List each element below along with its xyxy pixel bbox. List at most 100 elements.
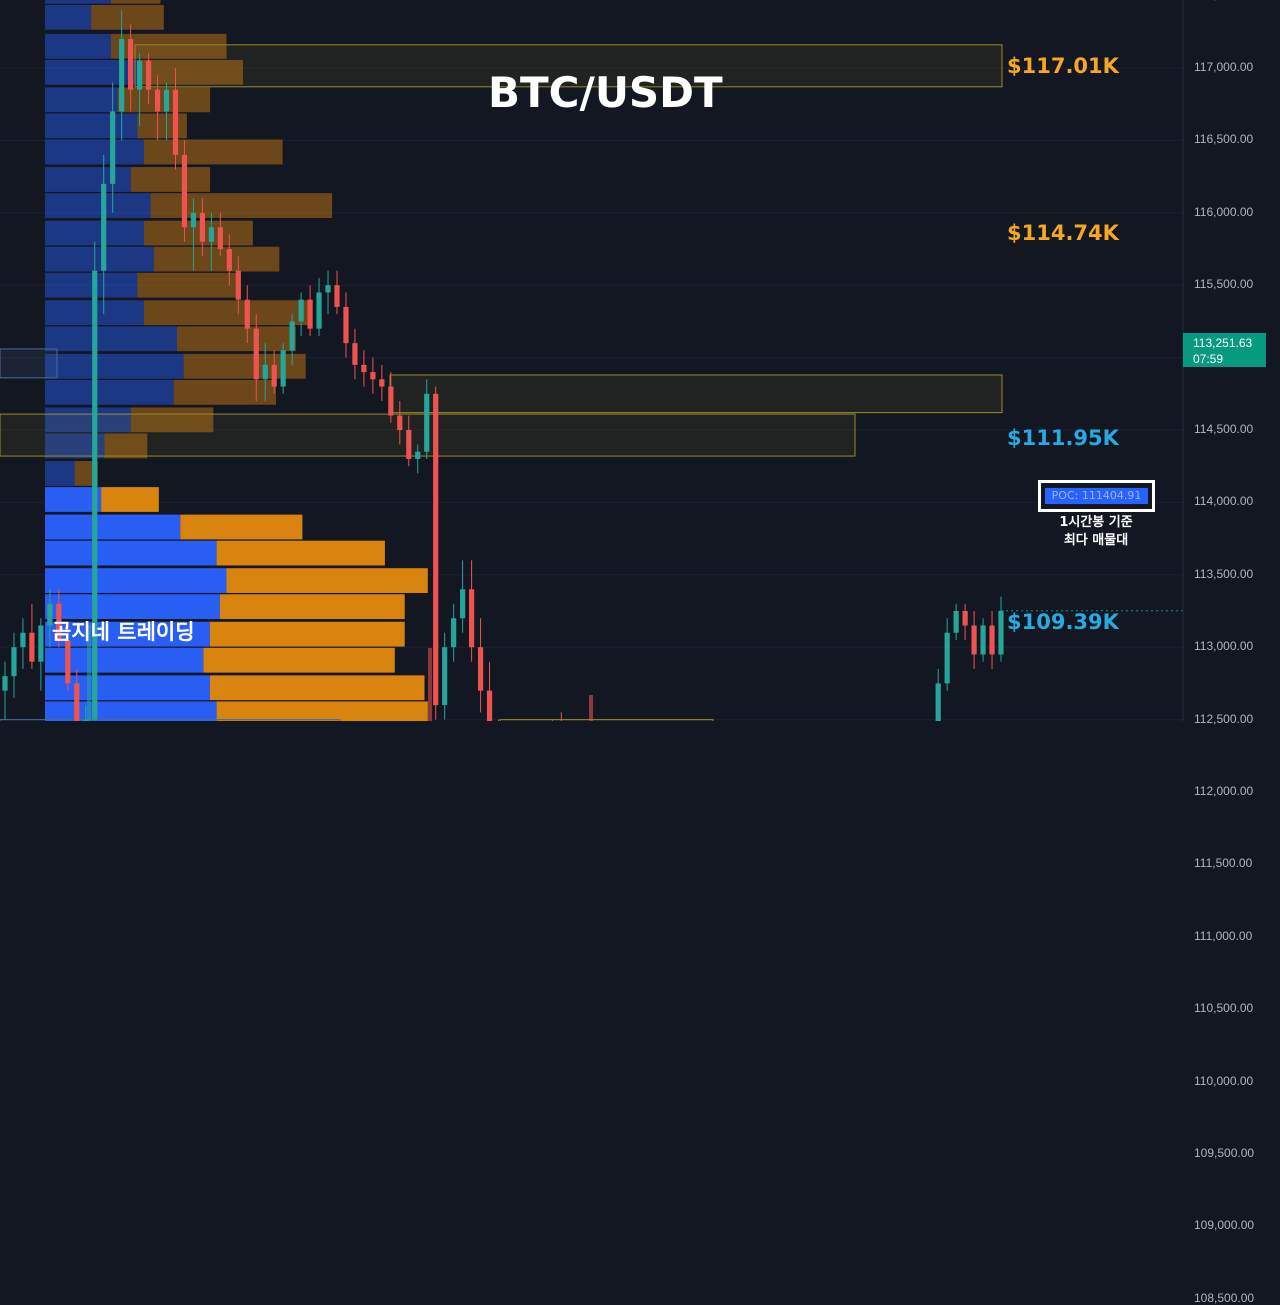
- volume-profile-buy-bar: [45, 113, 138, 139]
- candle-body: [298, 299, 304, 322]
- price-axis-tick-label: 117,500.00: [1194, 0, 1253, 2]
- volume-profile-buy-bar: [45, 379, 174, 405]
- candle-body: [262, 364, 268, 380]
- price-axis-tick-label: 108,500.00: [1194, 1290, 1255, 1305]
- volume-profile-buy-bar: [45, 353, 184, 379]
- candle-body: [289, 321, 295, 351]
- candle-body: [92, 270, 98, 720]
- candle-body: [110, 111, 116, 184]
- volume-profile-buy-bar: [45, 514, 181, 540]
- candle-body: [181, 154, 188, 228]
- volume-profile-sell-bar: [210, 675, 425, 701]
- volume-profile-buy-bar: [45, 4, 92, 30]
- price-axis-tick-label: 115,500.00: [1194, 277, 1254, 292]
- price-axis-tick-label: 114,000.00: [1194, 494, 1254, 509]
- price-axis-tick-label: 110,500.00: [1194, 1001, 1254, 1016]
- volume-profile-sell-bar: [130, 407, 214, 433]
- level-label-109k: $109.39K: [1007, 610, 1119, 634]
- volume-profile-sell-bar: [219, 594, 405, 620]
- last-price-tag: 113,251.63 07:59: [1183, 333, 1266, 367]
- zone-box-114k: [389, 374, 1003, 414]
- volume-profile-sell-bar: [101, 487, 159, 512]
- volume-profile-sell-bar: [137, 272, 237, 298]
- candle-body: [388, 386, 394, 416]
- price-axis-tick-label: 111,000.00: [1194, 928, 1253, 943]
- price-axis-tick-label: 114,500.00: [1194, 422, 1254, 436]
- volume-bar: [428, 648, 432, 721]
- volume-profile-buy-bar: [45, 139, 144, 165]
- volume-bar: [589, 695, 593, 721]
- candle-body: [20, 632, 26, 648]
- candle-body: [468, 589, 475, 648]
- candle-body: [998, 610, 1004, 655]
- poc-note-line1: 1시간봉 기준: [1059, 515, 1133, 530]
- candle-body: [244, 299, 250, 329]
- candle-body: [370, 372, 376, 380]
- candle-body: [172, 89, 179, 155]
- volume-profile-sell-bar: [150, 193, 333, 218]
- volume-profile-sell-bar: [137, 59, 243, 85]
- candle-body: [433, 393, 439, 706]
- volume-profile-buy-bar: [45, 675, 210, 701]
- candle-body: [128, 39, 134, 90]
- volume-profile-sell-bar: [137, 113, 187, 139]
- candle-body: [280, 350, 286, 387]
- volume-profile-sell-bar: [144, 139, 283, 165]
- price-axis-tick-label: 113,500.00: [1194, 566, 1254, 581]
- volume-profile-buy-bar: [45, 701, 217, 721]
- volume-bar: [87, 625, 91, 721]
- candle-body: [352, 343, 358, 365]
- volume-profile-buy-bar: [45, 326, 177, 352]
- candle-body: [397, 415, 403, 430]
- candle-body: [343, 306, 349, 344]
- last-price-value: 113,251.63: [1193, 336, 1253, 350]
- volume-profile-sell-bar: [111, 0, 161, 4]
- price-axis-tick-label: 109,000.00: [1194, 1218, 1255, 1233]
- candle-body: [971, 625, 977, 655]
- candle-body: [361, 364, 367, 373]
- candle-body: [424, 393, 430, 452]
- volume-profile-sell-bar: [91, 4, 164, 30]
- volume-profile-sell-bar: [226, 568, 428, 593]
- volume-profile-sell-bar: [130, 167, 210, 192]
- price-axis-tick-label: 109,500.00: [1194, 1146, 1255, 1160]
- candle-body: [145, 60, 152, 90]
- candle-body: [56, 603, 62, 640]
- candle-body: [477, 647, 484, 691]
- candle-body: [944, 632, 950, 684]
- volume-profile-sell-bar: [177, 326, 296, 352]
- candle-body: [235, 270, 241, 300]
- candle-body: [208, 227, 214, 242]
- chart-title: BTC/USDT: [488, 68, 723, 117]
- volume-spikes: [87, 625, 593, 721]
- reference-lines: [1001, 610, 1183, 612]
- volume-profile-buy-bar: [45, 220, 144, 246]
- zone-box-117k: [134, 44, 1003, 88]
- watermark-label: 곰지네 트레이딩: [52, 620, 195, 644]
- candle-body: [253, 328, 259, 380]
- candle-body: [307, 299, 313, 329]
- candle-body: [65, 639, 71, 684]
- candle-body: [415, 451, 421, 459]
- volume-profile-buy-bar: [45, 621, 210, 647]
- price-axis-tick-label: 116,000.00: [1194, 204, 1254, 219]
- volume-profile-sell-bar: [144, 220, 253, 246]
- candle-body: [29, 632, 35, 662]
- candle-body: [953, 611, 959, 633]
- level-label-114k: $114.74K: [1007, 221, 1119, 245]
- level-label-111k: $111.95K: [1007, 426, 1119, 450]
- candle-body: [2, 676, 8, 691]
- volume-profile-sell-bar: [210, 621, 405, 647]
- candle-body: [74, 683, 80, 721]
- candle-body: [325, 285, 331, 293]
- zone-box-112k: [499, 719, 714, 721]
- candle-body: [486, 690, 493, 721]
- candle-body: [980, 625, 986, 655]
- candle-body: [38, 625, 44, 662]
- volume-profile-buy-bar: [45, 647, 204, 673]
- candle-body: [316, 292, 322, 329]
- volume-profile-buy-bar: [45, 33, 111, 59]
- volume-profile-buy-bar: [45, 461, 75, 486]
- poc-note-line2: 최다 매물대: [1063, 533, 1129, 548]
- volume-profile-sell-bar: [74, 461, 98, 486]
